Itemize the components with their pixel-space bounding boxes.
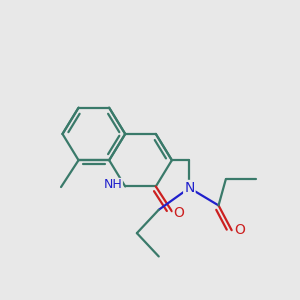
Text: O: O: [234, 223, 245, 237]
Text: NH: NH: [103, 178, 122, 191]
Text: N: N: [184, 181, 195, 195]
Text: O: O: [173, 206, 184, 220]
